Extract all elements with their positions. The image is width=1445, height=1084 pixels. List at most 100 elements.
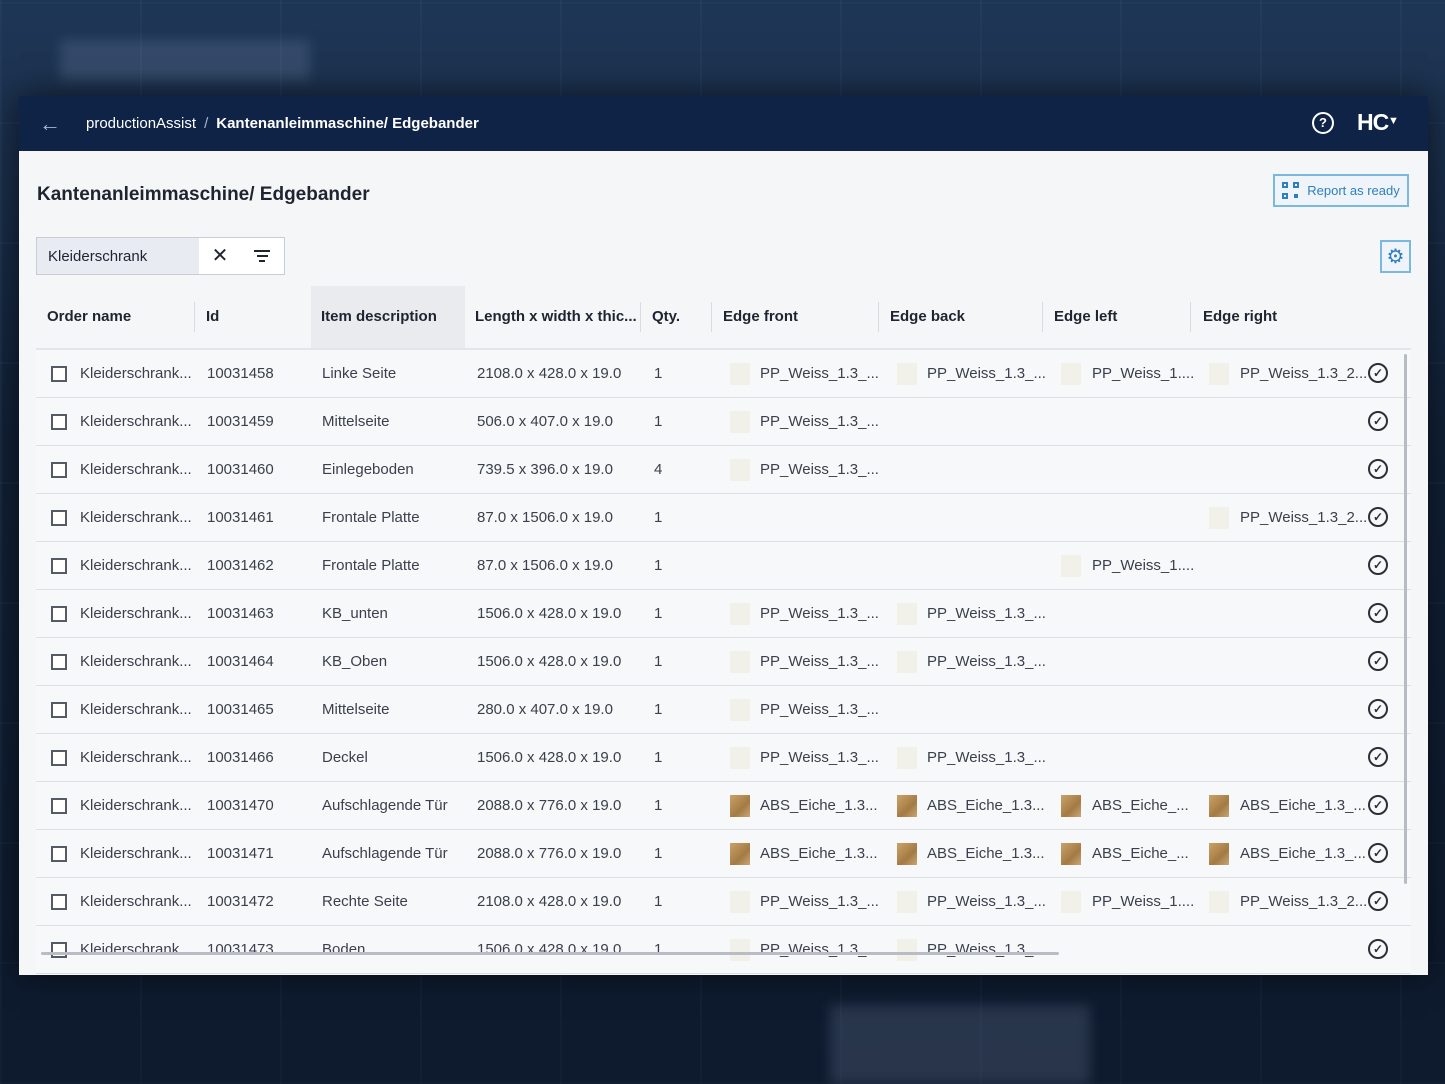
row-checkbox[interactable] [51, 750, 67, 766]
table-header: Order name Id Item description Length x … [36, 286, 1411, 350]
qty-cell: 1 [654, 941, 663, 958]
check-circle-icon[interactable]: ✓ [1368, 603, 1388, 623]
qty-cell: 1 [654, 365, 663, 382]
row-checkbox[interactable] [51, 942, 67, 958]
edge-front-swatch [730, 795, 750, 817]
row-checkbox[interactable] [51, 414, 67, 430]
item-description-cell: Aufschlagende Tür [322, 845, 448, 862]
table-row[interactable]: Kleiderschrank... 10031463 KB_unten 1506.0 … [36, 590, 1411, 638]
qty-cell: 1 [654, 893, 663, 910]
edge-front-cell: PP_Weiss_1.3_... [760, 653, 879, 670]
table-row[interactable]: Kleiderschrank... 10031471 Aufschlagende T… [36, 830, 1411, 878]
row-checkbox[interactable] [51, 894, 67, 910]
dimensions-cell: 2108.0 x 428.0 x 19.0 [477, 893, 622, 910]
row-checkbox[interactable] [51, 654, 67, 670]
table-row[interactable]: Kleiderschrank... 10031459 Mittelseite 506.… [36, 398, 1411, 446]
edge-left-swatch [1061, 843, 1081, 865]
check-circle-icon[interactable]: ✓ [1368, 843, 1388, 863]
column-header-id[interactable]: Id [206, 308, 220, 325]
chevron-down-icon[interactable]: ▼ [1388, 115, 1399, 127]
id-cell: 10031458 [207, 365, 274, 382]
filter-icon[interactable] [241, 238, 283, 274]
table-row[interactable]: Kleiderschrank... 10031473 Boden 1506.0 x 4… [36, 926, 1411, 974]
row-checkbox[interactable] [51, 366, 67, 382]
column-header-edge-back[interactable]: Edge back [890, 308, 966, 325]
row-checkbox[interactable] [51, 510, 67, 526]
table-row[interactable]: Kleiderschrank... 10031462 Frontale Platte… [36, 542, 1411, 590]
order-name-cell: Kleiderschrank... [80, 845, 192, 862]
check-circle-icon[interactable]: ✓ [1368, 459, 1388, 479]
edge-front-swatch [730, 603, 750, 625]
user-menu-logo[interactable]: HC [1357, 109, 1389, 135]
check-circle-icon[interactable]: ✓ [1368, 651, 1388, 671]
edge-front-swatch [730, 363, 750, 385]
gear-icon[interactable]: ⚙ [1380, 240, 1411, 273]
check-circle-icon[interactable]: ✓ [1368, 747, 1388, 767]
check-circle-icon[interactable]: ✓ [1368, 795, 1388, 815]
breadcrumb-current: Kantenanleimmaschine/ Edgebander [216, 115, 479, 132]
id-cell: 10031466 [207, 749, 274, 766]
item-description-cell: Linke Seite [322, 365, 397, 382]
background-blur [60, 40, 310, 80]
table-row[interactable]: Kleiderschrank... 10031466 Deckel 1506.0 x … [36, 734, 1411, 782]
check-circle-icon[interactable]: ✓ [1368, 699, 1388, 719]
id-cell: 10031472 [207, 893, 274, 910]
column-divider[interactable] [1042, 302, 1043, 332]
check-circle-icon[interactable]: ✓ [1368, 891, 1388, 911]
column-header-edge-right[interactable]: Edge right [1203, 308, 1278, 325]
edge-back-swatch [897, 795, 917, 817]
column-divider[interactable] [640, 302, 641, 332]
edge-back-swatch [897, 363, 917, 385]
table-row[interactable]: Kleiderschrank... 10031464 KB_Oben 1506.0 x… [36, 638, 1411, 686]
edge-right-swatch [1209, 507, 1229, 529]
check-circle-icon[interactable]: ✓ [1368, 555, 1388, 575]
edge-back-swatch [897, 747, 917, 769]
order-name-cell: Kleiderschrank... [80, 893, 192, 910]
row-checkbox[interactable] [51, 702, 67, 718]
horizontal-scrollbar[interactable] [41, 952, 1059, 955]
report-as-ready-button[interactable]: Report as ready [1273, 174, 1409, 207]
column-divider[interactable] [1190, 302, 1191, 332]
edge-front-cell: PP_Weiss_1.3_... [760, 893, 879, 910]
breadcrumb-app[interactable]: productionAssist [86, 115, 197, 132]
close-icon[interactable]: ✕ [211, 245, 229, 267]
edge-back-cell: PP_Weiss_1.3_... [927, 941, 1046, 958]
table-row[interactable]: Kleiderschrank... 10031458 Linke Seite 2108… [36, 350, 1411, 398]
dimensions-cell: 2088.0 x 776.0 x 19.0 [477, 797, 622, 814]
search-input[interactable] [37, 238, 199, 274]
check-circle-icon[interactable]: ✓ [1368, 939, 1388, 959]
app-window: ← productionAssist / Kantenanleimmaschin… [19, 96, 1428, 975]
row-checkbox[interactable] [51, 558, 67, 574]
column-header-order-name[interactable]: Order name [47, 308, 132, 325]
column-header-qty[interactable]: Qty. [652, 308, 681, 325]
edge-back-cell: ABS_Eiche_1.3... [927, 797, 1045, 814]
table-row[interactable]: Kleiderschrank... 10031461 Frontale Platte… [36, 494, 1411, 542]
check-circle-icon[interactable]: ✓ [1368, 411, 1388, 431]
table-row[interactable]: Kleiderschrank... 10031470 Aufschlagende T… [36, 782, 1411, 830]
table-body: Kleiderschrank... 10031458 Linke Seite 2108… [36, 350, 1411, 974]
table-row[interactable]: Kleiderschrank... 10031460 Einlegeboden 739… [36, 446, 1411, 494]
column-divider[interactable] [878, 302, 879, 332]
table-row[interactable]: Kleiderschrank... 10031472 Rechte Seite 210… [36, 878, 1411, 926]
check-circle-icon[interactable]: ✓ [1368, 363, 1388, 383]
vertical-scrollbar[interactable] [1404, 354, 1407, 884]
back-arrow-icon[interactable]: ← [39, 110, 61, 136]
qty-cell: 1 [654, 701, 663, 718]
row-checkbox[interactable] [51, 846, 67, 862]
table-row[interactable]: Kleiderschrank... 10031465 Mittelseite 280.… [36, 686, 1411, 734]
order-name-cell: Kleiderschrank... [80, 365, 192, 382]
column-divider[interactable] [194, 302, 195, 332]
edge-right-cell: PP_Weiss_1.3_2... [1240, 893, 1368, 910]
row-checkbox[interactable] [51, 798, 67, 814]
column-header-dimensions[interactable]: Length x width x thic... [475, 308, 637, 325]
help-icon[interactable]: ? [1312, 112, 1334, 134]
dimensions-cell: 1506.0 x 428.0 x 19.0 [477, 941, 622, 958]
column-header-edge-front[interactable]: Edge front [723, 308, 798, 325]
column-header-edge-left[interactable]: Edge left [1054, 308, 1118, 325]
row-checkbox[interactable] [51, 606, 67, 622]
column-divider[interactable] [711, 302, 712, 332]
edge-front-cell: PP_Weiss_1.3_... [760, 413, 879, 430]
row-checkbox[interactable] [51, 462, 67, 478]
check-circle-icon[interactable]: ✓ [1368, 507, 1388, 527]
column-header-item-description[interactable]: Item description [321, 308, 437, 325]
